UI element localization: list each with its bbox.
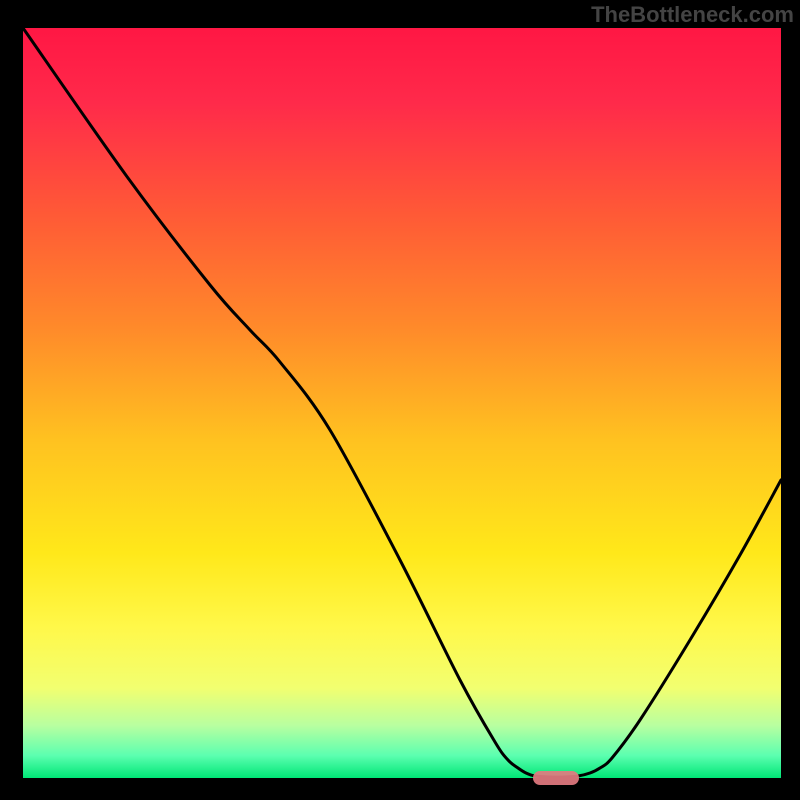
plot-background [23,28,781,778]
chart-container: TheBottleneck.com [0,0,800,800]
optimal-marker [533,771,579,785]
attribution-text: TheBottleneck.com [591,2,794,28]
bottleneck-chart [0,0,800,800]
